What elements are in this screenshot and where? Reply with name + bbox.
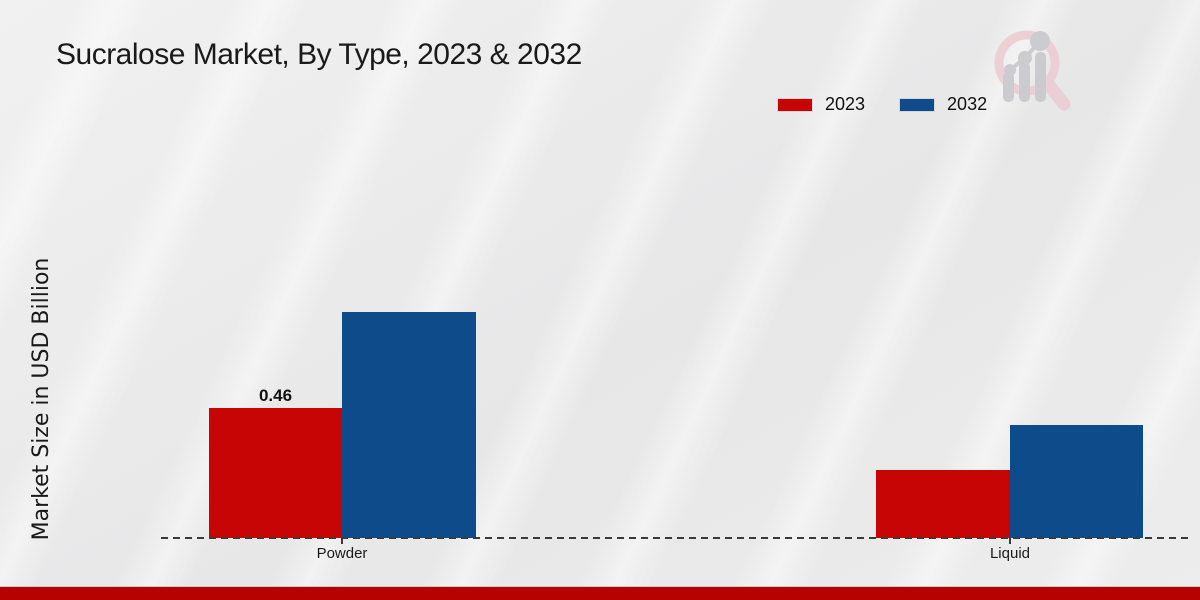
x-axis-line [161, 537, 1188, 539]
legend-swatch-2032 [900, 98, 935, 111]
legend-item-2023: 2023 [778, 94, 865, 115]
legend-label-2023: 2023 [825, 94, 866, 114]
x-label-liquid: Liquid [989, 545, 1031, 562]
magnifier-bar-chart-logo-icon [994, 30, 1071, 111]
legend-label-2032: 2032 [947, 94, 988, 114]
bar-liquid-2023 [876, 470, 1010, 538]
x-label-powder: Powder [316, 545, 368, 562]
chart-title: Sucralose Market, By Type, 2023 & 2032 [56, 38, 582, 71]
data-label-powder-2023: 0.46 [258, 386, 293, 405]
legend: 2023 2032 [778, 94, 987, 115]
bar-powder-2023 [209, 408, 342, 538]
bar-liquid-2032 [1010, 425, 1143, 538]
legend-item-2032: 2032 [900, 94, 987, 115]
bar-powder-2032 [342, 312, 476, 538]
footer-accent-bar [0, 586, 1200, 600]
x-tick-liquid [1009, 538, 1011, 544]
legend-swatch-2023 [778, 98, 812, 111]
x-tick-powder [341, 538, 343, 544]
